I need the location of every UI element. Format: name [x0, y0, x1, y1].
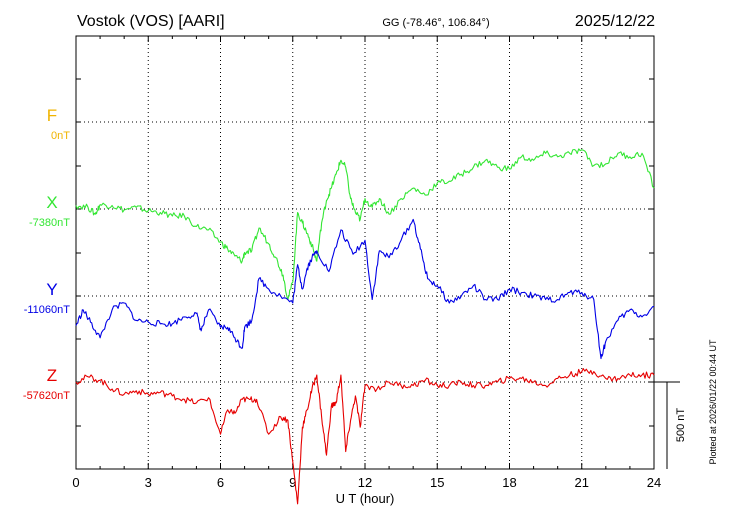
series-name-label: F	[47, 106, 57, 125]
coordinates-label: GG (-78.46°, 106.84°)	[382, 17, 489, 29]
station-title: Vostok (VOS) [AARI]	[77, 13, 225, 30]
series-baseline-label: -11060nT	[24, 304, 71, 316]
series-baseline-label: -7380nT	[29, 217, 70, 229]
series-name-label: Y	[46, 280, 57, 299]
series-name-label: Z	[47, 366, 57, 385]
x-tick-labels: 0 3 6 9 12 15 18 21 24	[72, 475, 661, 490]
x-tick-label: 21	[575, 475, 589, 490]
x-tick-label: 24	[647, 475, 661, 490]
series-trace-z	[75, 368, 655, 505]
plotted-at-note: Plotted at 2026/01/22 00:44 UT	[708, 339, 718, 465]
x-tick-label: 0	[72, 475, 79, 490]
series-name-label: X	[46, 193, 57, 212]
scale-bar: 500 nT	[654, 381, 687, 469]
series-baseline-label: 0nT	[51, 130, 70, 142]
x-tick-label: 15	[430, 475, 444, 490]
x-tick-label: 6	[217, 475, 224, 490]
series-trace-y	[75, 218, 655, 360]
x-axis-label: U T (hour)	[336, 491, 395, 506]
series-labels: F 0nT X -7380nT Y -11060nT Z -57620nT	[23, 106, 70, 402]
axis-ticks	[75, 35, 655, 470]
x-tick-label: 9	[289, 475, 296, 490]
x-tick-label: 18	[502, 475, 516, 490]
x-tick-label: 12	[358, 475, 372, 490]
series-baseline-label: -57620nT	[23, 390, 70, 402]
date-label: 2025/12/22	[575, 13, 655, 30]
grid-lines	[76, 36, 654, 469]
x-tick-label: 3	[145, 475, 152, 490]
series-trace-x	[75, 148, 655, 301]
scale-bar-label: 500 nT	[675, 408, 687, 443]
traces	[75, 148, 655, 505]
